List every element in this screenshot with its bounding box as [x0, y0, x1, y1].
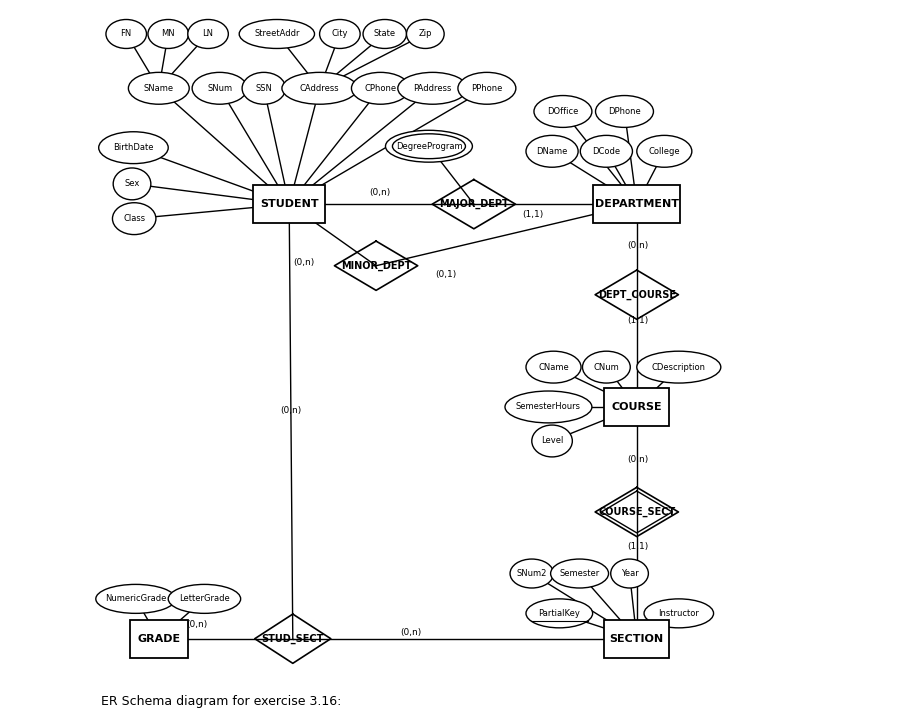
FancyBboxPatch shape [253, 185, 326, 223]
Ellipse shape [363, 20, 406, 49]
Text: LetterGrade: LetterGrade [179, 595, 230, 603]
Ellipse shape [637, 135, 692, 167]
Text: CNum: CNum [594, 363, 619, 371]
Ellipse shape [406, 20, 444, 49]
FancyBboxPatch shape [593, 185, 680, 223]
Ellipse shape [580, 135, 632, 167]
Ellipse shape [526, 599, 593, 628]
Text: DEPT_COURSE: DEPT_COURSE [597, 289, 675, 300]
Ellipse shape [352, 73, 409, 104]
Text: STUD_SECT: STUD_SECT [262, 633, 324, 644]
Text: (0,n): (0,n) [293, 257, 314, 267]
Ellipse shape [99, 132, 169, 164]
Ellipse shape [457, 73, 516, 104]
Text: STUDENT: STUDENT [260, 199, 318, 209]
Ellipse shape [282, 73, 357, 104]
Text: CName: CName [538, 363, 569, 371]
Text: NumericGrade: NumericGrade [105, 595, 166, 603]
Text: CPhone: CPhone [364, 84, 396, 93]
Text: DName: DName [536, 147, 568, 156]
Text: MINOR_DEPT: MINOR_DEPT [341, 260, 411, 271]
Ellipse shape [532, 425, 572, 457]
Text: SSN: SSN [256, 84, 273, 93]
Ellipse shape [644, 599, 714, 628]
Text: DegreeProgram: DegreeProgram [396, 142, 462, 150]
Ellipse shape [192, 73, 248, 104]
Ellipse shape [187, 20, 229, 49]
Text: CAddress: CAddress [300, 84, 339, 93]
Text: PAddress: PAddress [414, 84, 452, 93]
Ellipse shape [505, 391, 592, 423]
Ellipse shape [242, 73, 285, 104]
Text: SNum: SNum [207, 84, 232, 93]
Text: DEPARTMENT: DEPARTMENT [595, 199, 679, 209]
Ellipse shape [96, 585, 176, 614]
Text: CDescription: CDescription [652, 363, 706, 371]
Text: PPhone: PPhone [471, 84, 502, 93]
Text: Year: Year [621, 569, 639, 578]
Text: COURSE_SECT: COURSE_SECT [598, 507, 675, 517]
Ellipse shape [128, 73, 189, 104]
Text: SECTION: SECTION [610, 634, 664, 643]
Ellipse shape [551, 559, 608, 588]
Text: DCode: DCode [592, 147, 621, 156]
Text: City: City [332, 30, 348, 39]
Text: SNum2: SNum2 [517, 569, 547, 578]
Text: (1,1): (1,1) [628, 316, 649, 324]
Text: COURSE: COURSE [612, 402, 662, 412]
Ellipse shape [319, 20, 360, 49]
Text: LN: LN [203, 30, 213, 39]
Text: (1,1): (1,1) [628, 542, 649, 550]
Ellipse shape [112, 203, 156, 235]
Ellipse shape [386, 130, 473, 162]
Text: Level: Level [541, 436, 563, 446]
Ellipse shape [148, 20, 188, 49]
Text: (0,n): (0,n) [369, 188, 390, 197]
Text: GRADE: GRADE [137, 634, 180, 643]
FancyBboxPatch shape [605, 620, 669, 657]
Text: (0,n): (0,n) [187, 619, 208, 629]
Text: (0,n): (0,n) [628, 241, 649, 250]
Text: PartialKey: PartialKey [538, 608, 580, 618]
Ellipse shape [239, 20, 315, 49]
Text: StreetAddr: StreetAddr [254, 30, 300, 39]
Ellipse shape [106, 20, 146, 49]
Text: Instructor: Instructor [658, 608, 700, 618]
Text: DPhone: DPhone [608, 107, 640, 116]
Ellipse shape [582, 351, 631, 383]
Ellipse shape [534, 95, 592, 127]
Ellipse shape [393, 134, 466, 158]
Ellipse shape [611, 559, 649, 588]
Ellipse shape [169, 585, 240, 614]
Text: (0,1): (0,1) [436, 270, 457, 279]
Text: Class: Class [123, 214, 145, 223]
Ellipse shape [596, 95, 653, 127]
Text: (1,1): (1,1) [522, 210, 544, 219]
Text: SemesterHours: SemesterHours [516, 403, 581, 411]
Ellipse shape [526, 351, 581, 383]
Text: SName: SName [144, 84, 174, 93]
Ellipse shape [526, 135, 579, 167]
Text: (0,n): (0,n) [400, 628, 422, 638]
Ellipse shape [397, 73, 467, 104]
Text: ER Schema diagram for exercise 3.16:: ER Schema diagram for exercise 3.16: [100, 694, 341, 707]
Text: BirthDate: BirthDate [113, 143, 153, 152]
Text: DOffice: DOffice [547, 107, 579, 116]
Ellipse shape [510, 559, 553, 588]
Text: FN: FN [120, 30, 132, 39]
Ellipse shape [637, 351, 721, 383]
Text: (0,n): (0,n) [280, 406, 301, 415]
FancyBboxPatch shape [605, 388, 669, 426]
Text: College: College [649, 147, 680, 156]
Text: State: State [374, 30, 396, 39]
Text: MN: MN [161, 30, 175, 39]
Text: (0,n): (0,n) [628, 454, 649, 464]
Text: Sex: Sex [125, 180, 140, 188]
FancyBboxPatch shape [130, 620, 187, 657]
Text: MAJOR_DEPT: MAJOR_DEPT [439, 199, 509, 209]
Ellipse shape [113, 168, 151, 200]
Text: Zip: Zip [419, 30, 432, 39]
Text: Semester: Semester [560, 569, 600, 578]
